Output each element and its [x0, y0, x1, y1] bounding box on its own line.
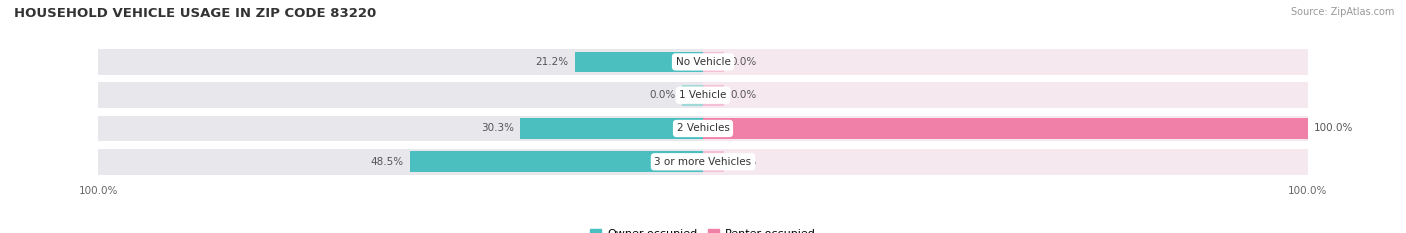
Text: 0.0%: 0.0% — [650, 90, 676, 100]
Bar — [703, 49, 1308, 75]
Bar — [703, 51, 724, 72]
Text: 100.0%: 100.0% — [1313, 123, 1353, 134]
Legend: Owner-occupied, Renter-occupied: Owner-occupied, Renter-occupied — [591, 229, 815, 233]
Text: 2 Vehicles: 2 Vehicles — [676, 123, 730, 134]
Bar — [409, 151, 703, 172]
Bar — [98, 82, 703, 108]
Text: 0.0%: 0.0% — [730, 157, 756, 167]
Bar — [98, 149, 703, 175]
Bar — [98, 49, 703, 75]
Bar — [703, 151, 724, 172]
Text: 0.0%: 0.0% — [730, 57, 756, 67]
Text: 0.0%: 0.0% — [730, 90, 756, 100]
Text: HOUSEHOLD VEHICLE USAGE IN ZIP CODE 83220: HOUSEHOLD VEHICLE USAGE IN ZIP CODE 8322… — [14, 7, 377, 20]
Text: 48.5%: 48.5% — [371, 157, 404, 167]
Bar — [703, 116, 1308, 141]
Bar — [682, 85, 703, 106]
Bar — [98, 116, 703, 141]
Text: 30.3%: 30.3% — [481, 123, 513, 134]
Text: 21.2%: 21.2% — [536, 57, 569, 67]
Text: No Vehicle: No Vehicle — [675, 57, 731, 67]
Bar — [575, 51, 703, 72]
Text: 1 Vehicle: 1 Vehicle — [679, 90, 727, 100]
Text: 3 or more Vehicles: 3 or more Vehicles — [654, 157, 752, 167]
Bar — [520, 118, 703, 139]
Bar — [703, 118, 1308, 139]
Bar — [703, 149, 1308, 175]
Bar — [703, 85, 724, 106]
Text: Source: ZipAtlas.com: Source: ZipAtlas.com — [1291, 7, 1395, 17]
Bar — [703, 82, 1308, 108]
